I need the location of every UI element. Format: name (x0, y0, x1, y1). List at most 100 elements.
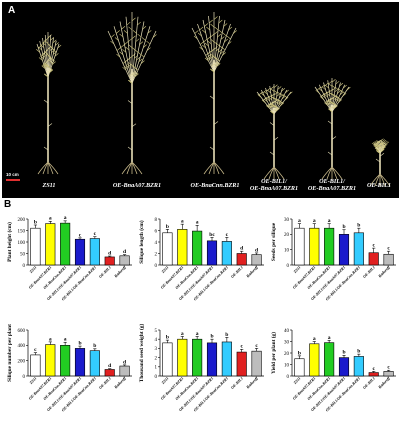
plant-label-oe-bil1-a07: OE-BIL1/ OE-BnaA07.BZR1 (249, 178, 299, 192)
y-tick-label: 10 (284, 248, 290, 253)
y-tick-label: 0 (155, 375, 158, 380)
bar (324, 342, 335, 377)
y-tick-label: 8 (155, 218, 158, 223)
bar (30, 354, 41, 377)
bar (206, 342, 218, 377)
bar (324, 227, 335, 266)
bar (338, 234, 350, 266)
bar (353, 232, 364, 266)
bar (192, 230, 203, 266)
y-tick-label: 0 (23, 264, 26, 269)
bar (162, 232, 173, 266)
y-tick-label: 6 (155, 229, 158, 234)
bar (162, 342, 173, 377)
bar (104, 256, 115, 266)
significance-letter: d (108, 250, 112, 256)
bar (309, 343, 320, 377)
significance-letter: d (255, 247, 259, 253)
bar (206, 240, 218, 266)
y-tick-label: 100 (18, 241, 26, 246)
panel-a-letter: A (8, 5, 16, 16)
significance-letter: c (94, 231, 97, 237)
significance-letter: a (196, 220, 199, 226)
category-label: OE-BIL1 (362, 376, 376, 390)
plant-3 (256, 84, 293, 180)
bar (383, 253, 394, 266)
y-tick-label: 1 (155, 366, 158, 371)
bar (294, 358, 305, 377)
y-tick-label: 10 (284, 363, 290, 368)
category-label: ZS11 (28, 376, 37, 385)
y-axis-label: Yield per plant (g) (270, 332, 277, 374)
plant-label-oe-bna-cnn: OE-BnaCnn.BZR1 (190, 182, 240, 189)
y-tick-label: 200 (18, 359, 26, 364)
y-tick-label: 600 (18, 329, 26, 334)
bar (236, 351, 247, 377)
significance-letter: d (240, 246, 244, 252)
category-label: Radoroff (378, 376, 392, 390)
significance-letter: a (196, 331, 199, 337)
bar (236, 253, 247, 266)
plant-2 (191, 12, 237, 175)
plant-4 (314, 78, 351, 180)
significance-letter: b (357, 223, 360, 229)
plant-label-oe-bil1: OE-BIL1 (366, 182, 392, 189)
y-tick-label: 0 (287, 264, 290, 269)
y-tick-label: 4 (155, 241, 158, 246)
bar (74, 238, 86, 266)
significance-letter: a (328, 218, 331, 224)
bar (251, 254, 262, 266)
y-tick-label: 2 (155, 252, 158, 257)
category-label: Radoroff (114, 376, 128, 390)
plant-1 (107, 12, 157, 175)
bar (45, 344, 56, 377)
significance-letter: c (372, 366, 375, 372)
y-axis-label: Plant height (cm) (6, 222, 13, 262)
category-label: OE-BIL1 (230, 265, 244, 279)
y-tick-label: 3 (155, 347, 158, 352)
significance-letter: b (357, 349, 360, 355)
plants-photo (36, 12, 391, 187)
category-label: Radoroff (246, 265, 260, 279)
bar (353, 356, 364, 377)
significance-letter: a (328, 335, 331, 341)
panel-b-letter: B (4, 199, 12, 210)
category-label: ZS11 (160, 376, 169, 385)
significance-letter: b (225, 332, 228, 338)
significance-letter: a (64, 337, 67, 343)
plant-0 (36, 32, 62, 175)
y-tick-label: 4 (155, 338, 158, 343)
y-tick-label: 20 (284, 352, 290, 357)
y-axis-label: Seeds per silique (271, 222, 277, 261)
significance-letter: c (255, 343, 258, 349)
scale-bar-label: 10 cm (6, 172, 19, 177)
bar (368, 252, 379, 266)
bar (30, 227, 41, 266)
y-tick-label: 200 (18, 218, 26, 223)
category-label: OE-BIL1 (362, 265, 376, 279)
bar (309, 227, 320, 266)
category-label: OE-BIL1 (98, 376, 112, 390)
bar (74, 348, 86, 377)
chart-silique-length: Silique length (cm)02468bZS11aOE-BnaA07.… (138, 218, 264, 301)
bar (60, 222, 71, 266)
significance-letter: d (123, 359, 127, 365)
significance-letter: bc (209, 232, 215, 238)
y-tick-label: 0 (287, 375, 290, 380)
y-axis-label: Thousand seed weight (g) (138, 324, 145, 383)
significance-letter: a (64, 215, 67, 221)
y-tick-label: 50 (20, 252, 26, 257)
bar (104, 369, 115, 377)
y-tick-label: 30 (284, 218, 290, 223)
category-label: ZS11 (292, 265, 301, 274)
significance-letter: c (240, 344, 243, 350)
significance-letter: c (34, 347, 37, 353)
significance-letter: a (313, 218, 316, 224)
significance-letter: c (387, 365, 390, 371)
significance-letter: b (34, 219, 37, 225)
significance-letter: c (387, 246, 390, 252)
bar (60, 345, 71, 377)
y-tick-label: 400 (18, 344, 26, 349)
significance-letter: b (93, 343, 96, 349)
